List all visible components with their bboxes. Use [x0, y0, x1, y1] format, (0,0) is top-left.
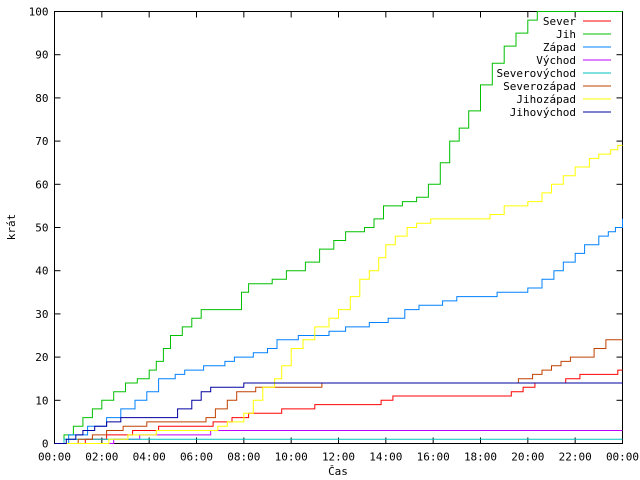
x-tick-label: 14:00 [369, 451, 402, 464]
x-tick-label: 20:00 [511, 451, 544, 464]
legend-label: Západ [543, 41, 576, 54]
series-line-jihovychod [54, 382, 623, 444]
series-line-severozapad [54, 339, 623, 444]
legend-label: Severozápad [503, 80, 576, 93]
series-line-zapad [54, 218, 623, 444]
x-axis-label: Čas [328, 465, 348, 478]
y-tick-label: 30 [35, 308, 48, 321]
y-tick-label: 50 [35, 222, 48, 235]
legend-label: Sever [543, 15, 576, 28]
x-tick-label: 00:00 [606, 451, 639, 464]
x-tick-label: 02:00 [85, 451, 118, 464]
y-axis-label: krát [5, 214, 18, 241]
x-tick-label: 10:00 [275, 451, 308, 464]
y-tick-label: 70 [35, 135, 48, 148]
x-tick-label: 18:00 [464, 451, 497, 464]
y-tick-label: 60 [35, 178, 48, 191]
series-lines [54, 11, 623, 444]
legend-label: Jihovýchod [510, 106, 576, 119]
legend-label: Jihozápad [516, 93, 576, 106]
y-tick-label: 20 [35, 351, 48, 364]
x-tick-label: 00:00 [38, 451, 71, 464]
legend-label: Východ [536, 54, 576, 67]
legend-label: Jih [556, 28, 576, 41]
y-tick-label: 40 [35, 265, 48, 278]
y-tick-label: 100 [29, 6, 49, 19]
legend-label: Severovýchod [497, 67, 576, 80]
y-tick-label: 80 [35, 92, 48, 105]
x-tick-label: 16:00 [417, 451, 450, 464]
series-line-sever [54, 369, 623, 444]
x-tick-label: 22:00 [559, 451, 592, 464]
x-tick-label: 06:00 [180, 451, 213, 464]
y-tick-label: 10 [35, 394, 48, 407]
y-tick-label: 0 [42, 438, 49, 451]
series-line-jihozapad [54, 144, 623, 444]
legend: SeverJihZápadVýchodSeverovýchodSeverozáp… [497, 15, 611, 119]
y-tick-label: 90 [35, 49, 48, 62]
x-tick-label: 08:00 [227, 451, 260, 464]
x-tick-label: 04:00 [133, 451, 166, 464]
series-line-jih [54, 11, 623, 444]
axis-ticks: 00:00 02:00 04:00 06:00 08:00 10:00 12:00 14:00… [29, 6, 639, 464]
x-tick-label: 12:00 [322, 451, 355, 464]
